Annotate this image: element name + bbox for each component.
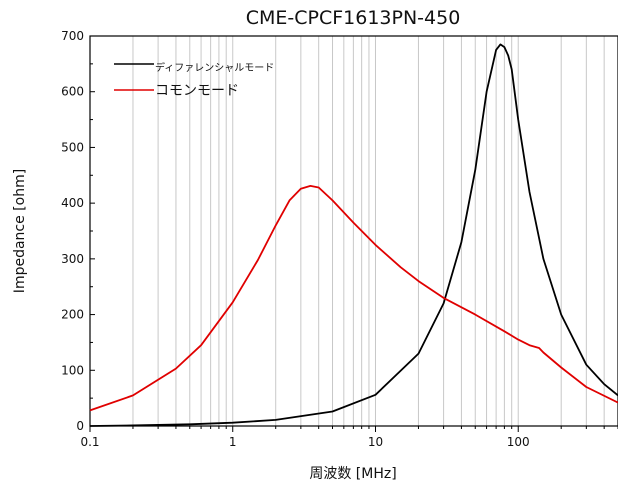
legend: ディファレンシャルモード コモンモード [114,61,274,99]
legend-label-common: コモンモード [155,83,239,99]
series-line-differential [89,43,618,427]
x-axis-ticks: 0.1 1 10 100 [80,426,618,449]
y-tick-label: 500 [61,140,84,154]
y-axis-label: Impedance [ohm] [12,169,28,293]
y-tick-label: 100 [61,363,84,377]
x-tick-label: 100 [507,435,530,449]
y-tick-label: 700 [61,29,84,43]
y-tick-label: 200 [61,308,84,322]
x-tick-label: 1 [229,435,237,449]
series-line-common [89,184,618,412]
x-grid [89,36,618,426]
y-tick-label: 400 [61,196,84,210]
chart-title: CME-CPCF1613PN-450 [246,7,461,29]
y-tick-label: 600 [61,85,84,99]
y-tick-label: 300 [61,252,84,266]
x-tick-label: 0.1 [80,435,99,449]
series-lines [89,43,618,427]
y-axis-ticks: 0 100 200 300 400 500 600 700 [61,29,95,433]
x-axis-label: 周波数 [MHz] [309,466,396,482]
y-tick-label: 0 [76,419,84,433]
legend-label-differential: ディファレンシャルモード [155,61,274,74]
x-tick-label: 10 [368,435,383,449]
